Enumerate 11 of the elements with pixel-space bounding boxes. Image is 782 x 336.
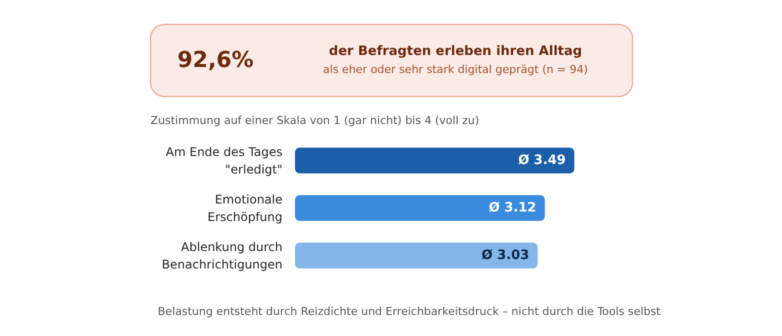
data-label: Ø 3.03 xyxy=(482,248,530,263)
text: der Befragten erleben ihren Alltag xyxy=(328,44,582,59)
chart-title: Zustimmung auf einer Skala von 1 (gar nicht) bis 4 (voll zu) xyxy=(150,114,480,127)
data-label: Ø 3.12 xyxy=(488,200,536,216)
text: als eher oder sehr stark digital geprägt (n = 94) xyxy=(323,63,588,76)
text: 92,6% xyxy=(177,48,254,73)
y-tick-label: Ablenkung durch Benachrichtigungen xyxy=(162,240,283,272)
data-label: Ø 3.49 xyxy=(518,153,566,168)
y-tick-label: Emotionale Erschöpfung xyxy=(208,192,282,224)
y-tick-label: Am Ende des Tages "erledigt" xyxy=(166,144,283,176)
text: Belastung entsteht durch Reizdichte und Erreichbarkeitsdruck – nicht durch die Tools selbst xyxy=(158,305,662,318)
